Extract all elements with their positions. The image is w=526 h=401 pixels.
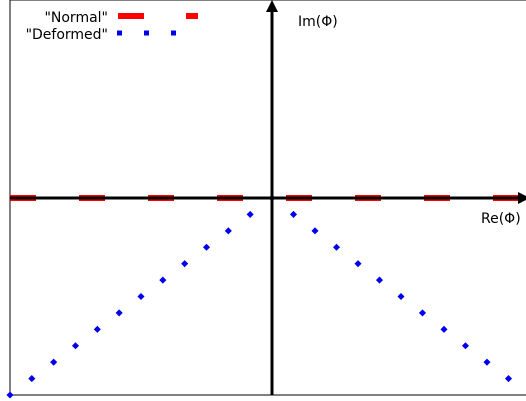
deformed-dot-9 [202,243,211,251]
deformed-dot-0 [6,391,14,399]
deformed-dot-5 [115,309,123,317]
deformed-dot-2 [50,358,58,366]
deformed-dot-14 [311,227,319,235]
deformed-dot-21 [461,342,470,350]
deformed-dot-16 [354,260,362,268]
deformed-dot-20 [440,325,448,333]
legend-label-normal: "Normal" [44,10,108,26]
deformed-dot-7 [159,276,167,284]
x-axis-label: Re(Φ) [481,211,521,227]
deformed-dot-10 [224,227,232,235]
deformed-dot-4 [93,325,101,333]
deformed-dot-19 [418,309,427,317]
y-axis-arrow [266,0,278,12]
deformed-dot-3 [71,342,80,350]
axis-layer: Re(Φ) Im(Φ) [10,0,526,395]
legend-label-deformed: "Deformed" [26,27,108,43]
y-axis-label: Im(Φ) [298,14,338,30]
deformed-dot-17 [375,276,384,284]
deformed-dot-18 [397,292,405,301]
deformed-dot-22 [483,358,491,366]
deformed-dot-6 [137,292,145,301]
x-axis-arrow [518,192,526,204]
deformed-dot-23 [504,375,513,383]
legend: "Normal" "Deformed" [26,10,198,43]
deformed-dot-11 [246,210,254,218]
deformed-dot-13 [289,210,298,218]
deformed-dot-1 [28,375,36,383]
deformed-dot-15 [332,243,341,251]
deformed-dot-8 [181,260,189,268]
